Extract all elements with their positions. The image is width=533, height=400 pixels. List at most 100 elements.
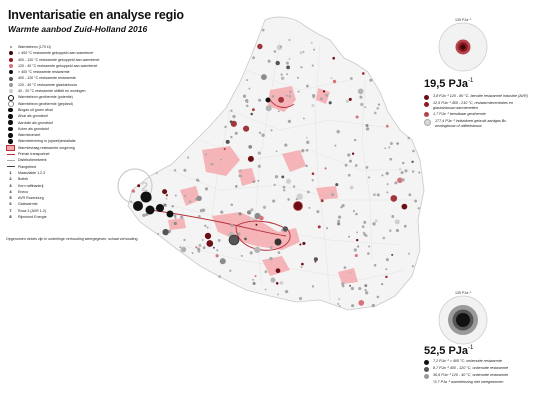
- breakdown-swatch: [424, 112, 429, 118]
- heat-source-point: [373, 111, 377, 115]
- legend-label: Afval als grondstof: [18, 114, 48, 119]
- heat-source-point: [210, 163, 213, 166]
- heat-source-point: [354, 164, 358, 167]
- bottom-total-value: 52,5 PJa: [424, 345, 469, 357]
- heat-source-point: [344, 163, 348, 167]
- legend-symbol: [6, 100, 15, 107]
- legend-symbol: [6, 57, 15, 63]
- legend-symbol: 6: [9, 201, 12, 207]
- heat-source-point: [252, 278, 255, 281]
- heat-source-point: [322, 90, 326, 93]
- heat-source-point: [280, 229, 284, 232]
- legend-symbol: 5: [9, 195, 12, 201]
- heat-source-point: [182, 248, 186, 251]
- heat-source-point: [369, 78, 373, 82]
- heat-source-point: [234, 131, 238, 135]
- heat-source-point: [307, 190, 310, 194]
- heat-source-point: [157, 232, 160, 235]
- heat-source-point: [204, 224, 207, 228]
- heat-source-point: [283, 189, 286, 192]
- heat-source-point: [394, 181, 398, 185]
- heat-source-point: [311, 104, 315, 107]
- heat-source-point: [349, 159, 352, 163]
- heat-source-point: [389, 229, 392, 232]
- heat-source-point: [338, 305, 341, 308]
- breakdown-item: 3,8 PJa⁻¹ 120 - 80 °C, benutte restwarmt…: [424, 94, 528, 100]
- heat-source-point: [260, 74, 267, 81]
- heat-source-point: [249, 217, 254, 221]
- heat-source-point: [273, 183, 276, 186]
- heat-source-point: [287, 119, 292, 124]
- heat-source-point: [216, 249, 219, 252]
- legend-label: 400 - 120 °C restwarmte restwarmte: [18, 76, 76, 81]
- heat-source-point: [372, 222, 376, 225]
- heat-source-point: [305, 164, 308, 168]
- heat-source-point: [417, 207, 420, 210]
- heat-source-point: [300, 266, 303, 269]
- heat-source-point: [272, 199, 276, 203]
- heat-source-point: [248, 145, 253, 149]
- heat-source-point: [262, 205, 267, 209]
- breakdown-swatch: [424, 359, 429, 365]
- heat-source-point: [388, 146, 391, 149]
- heat-source-point: [348, 97, 352, 101]
- legend-label: Botlek: [18, 177, 28, 182]
- legend-item: Aardolie als grondstof: [6, 120, 126, 126]
- heat-source-point: [220, 210, 224, 214]
- legend-symbol: [6, 69, 15, 75]
- heat-source-point: [313, 48, 316, 51]
- heat-source-point: [246, 79, 248, 82]
- heat-source-point: [288, 38, 291, 42]
- heat-source-point: [351, 152, 355, 155]
- heat-source-point: [173, 169, 177, 172]
- heat-source-point: [301, 262, 304, 266]
- heat-source-point: [382, 236, 386, 240]
- heat-source-point: [314, 260, 317, 263]
- heat-source-point: [244, 237, 247, 241]
- heat-source-point: [312, 96, 315, 99]
- legend-label: 400 - 120 °C restwarmte gekoppeld aan wa…: [18, 57, 100, 62]
- heat-source-point: [401, 203, 408, 210]
- network-leiden: [269, 99, 295, 108]
- heat-source-point: [288, 94, 292, 98]
- heat-source-point: [162, 189, 168, 195]
- heat-source-point: [250, 208, 254, 212]
- heat-source-point: [145, 213, 149, 217]
- legend-label: Eneco: [18, 189, 29, 194]
- heat-source-point: [174, 194, 177, 197]
- heat-source-point: [358, 287, 362, 291]
- legend-item: 7 Roca 3 (AVR 1-2): [6, 208, 126, 214]
- heat-source-point: [288, 57, 291, 61]
- heat-source-point: [246, 104, 249, 108]
- heat-source-point: [252, 108, 255, 112]
- breakdown-text: 12,5 PJa⁻¹ 400 - 210 °C, restwarmtecentr…: [433, 101, 513, 110]
- heat-source-point: [311, 64, 314, 67]
- heat-source-point: [259, 215, 264, 221]
- page-title: Inventarisatie en analyse regio: [8, 8, 184, 22]
- legend-item: 1 Maasvlakte 1,2,3: [6, 170, 126, 176]
- heat-source-point: [302, 241, 306, 245]
- legend-label: Kolen als grondstof: [18, 126, 49, 131]
- urban-area-den-haag: [202, 146, 240, 176]
- heat-source-point: [279, 281, 284, 285]
- heat-source-point: [261, 133, 265, 137]
- heat-source-point: [142, 213, 146, 217]
- legend-item: 5 AVR Rozenburg: [6, 195, 126, 201]
- heat-source-point: [242, 94, 247, 98]
- heat-source-point: [230, 109, 233, 112]
- heat-source-point: [202, 246, 206, 250]
- heat-source-point: [278, 96, 285, 103]
- heat-source-point: [319, 97, 323, 101]
- bottom-breakdown-list: 7,2 PJa⁻¹ > 400 °C, onbenutte restwarmte…: [424, 359, 528, 387]
- heat-source-point: [284, 289, 289, 294]
- urban-area-gorinchem: [338, 268, 358, 284]
- legend-label: Warmtebron (170 tJ): [18, 45, 51, 49]
- heat-source-point: [267, 59, 271, 63]
- heat-source-point: [384, 147, 387, 150]
- heat-source-point: [238, 174, 242, 178]
- urban-area-delft: [238, 168, 256, 186]
- legend-label: Maasvlakte 1,2,3: [18, 170, 46, 175]
- heat-source-point: [240, 175, 243, 178]
- heat-source-point: [385, 268, 388, 271]
- heat-source-point: [239, 169, 242, 172]
